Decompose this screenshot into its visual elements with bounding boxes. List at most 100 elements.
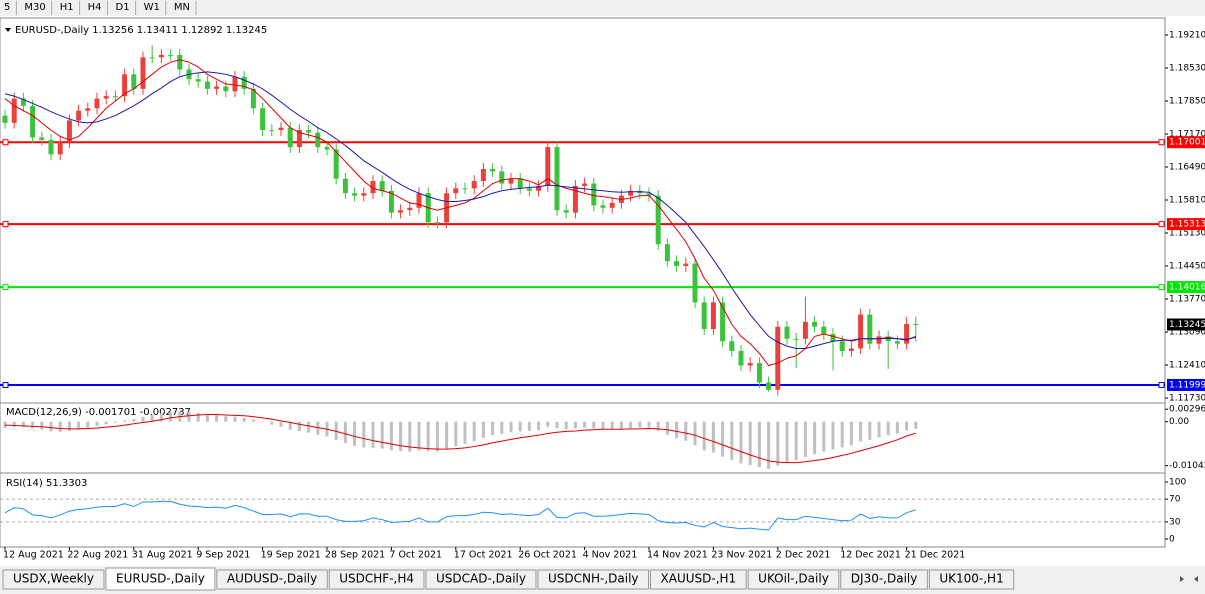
tab[interactable] (928, 569, 1015, 590)
tab[interactable] (105, 567, 216, 591)
y-tick-label: 1.18530 (1169, 63, 1205, 73)
histogram-bar (12, 421, 16, 428)
x-tick-label: 2 Dec 2021 (776, 550, 831, 561)
candle-body (434, 222, 440, 224)
level-handle[interactable] (2, 381, 9, 388)
tab[interactable] (328, 569, 425, 590)
candle-body (315, 132, 321, 148)
tab-label[interactable]: USDCHF-,H4 (339, 572, 414, 586)
histogram-bar (895, 421, 899, 434)
candle-body (867, 314, 873, 344)
timeframe-button[interactable]: W1 (144, 2, 160, 13)
tab-label[interactable]: USDCNH-,Daily (548, 572, 639, 586)
tab[interactable] (840, 569, 928, 590)
tab-label[interactable]: EURUSD-,Daily (116, 572, 205, 586)
histogram-bar (730, 421, 734, 461)
histogram-bar (86, 421, 90, 428)
candle-body (57, 142, 63, 155)
level-handle[interactable] (1158, 284, 1165, 291)
histogram-bar (307, 421, 311, 433)
histogram-bar (435, 421, 439, 452)
candle-body (821, 326, 827, 334)
candle-body (490, 168, 496, 172)
tab[interactable] (537, 569, 650, 590)
tab-label[interactable]: XAUUSD-,H1 (661, 572, 737, 586)
histogram-bar (21, 421, 25, 428)
histogram-bar (665, 421, 669, 435)
tab-label[interactable]: UK100-,H1 (939, 572, 1003, 586)
price-label-box (1167, 318, 1205, 331)
x-tick-label: 19 Sep 2021 (261, 550, 321, 561)
candle-body (499, 171, 505, 184)
histogram-bar (399, 421, 403, 452)
candle-body (2, 115, 8, 123)
tab-scroll[interactable] (1180, 576, 1198, 582)
timeframe-button[interactable]: H1 (60, 2, 74, 13)
y-tick-label: 0.002966 (1169, 405, 1205, 415)
histogram-bar (803, 421, 807, 458)
tab[interactable] (747, 569, 840, 590)
candle-body (747, 363, 753, 366)
candle-body (407, 207, 413, 211)
toolbar (0, 0, 1205, 16)
candle-body (76, 110, 82, 121)
candle-body (600, 205, 606, 208)
candle-body (729, 341, 735, 351)
x-tick-label: 7 Oct 2021 (389, 550, 442, 561)
timeframe-button[interactable]: D1 (116, 2, 130, 13)
histogram-bar (592, 421, 596, 429)
tab[interactable] (650, 569, 747, 590)
histogram-bar (813, 421, 817, 455)
histogram-bar (840, 421, 844, 448)
tab-label[interactable]: DJ30-,Daily (851, 572, 918, 586)
level-handle[interactable] (2, 221, 9, 228)
level-handle[interactable] (1158, 221, 1165, 228)
candle-body (756, 363, 762, 383)
candle-body (784, 326, 790, 339)
tab-label[interactable]: UKOil-,Daily (758, 572, 829, 586)
timeframe-button[interactable]: M30 (24, 2, 45, 13)
histogram-bar (914, 421, 918, 429)
histogram-bar (721, 421, 725, 457)
x-tick-label: 9 Sep 2021 (196, 550, 250, 561)
histogram-bar (141, 417, 145, 422)
candle-body (370, 181, 376, 194)
level-handle[interactable] (1158, 381, 1165, 388)
level-handle[interactable] (2, 284, 9, 291)
level-handle[interactable] (1158, 139, 1165, 146)
x-tick-label: 28 Sep 2021 (325, 550, 385, 561)
tab[interactable] (2, 569, 105, 590)
histogram-bar (886, 421, 890, 436)
candle-body (766, 382, 772, 390)
x-tick-label: 22 Aug 2021 (67, 550, 128, 561)
candle-body (664, 244, 670, 262)
candle-body (646, 193, 652, 196)
histogram-bar (500, 421, 504, 434)
tab-label[interactable]: USDX,Weekly (13, 572, 94, 586)
candle-body (701, 302, 707, 330)
indicator-line (4, 59, 916, 367)
candle-body (517, 178, 523, 189)
histogram-bar (739, 421, 743, 464)
candle-body (802, 321, 808, 339)
tab[interactable] (425, 569, 537, 590)
histogram-bar (233, 416, 237, 422)
histogram-bar (794, 421, 798, 461)
y-tick-label: 1.17850 (1169, 97, 1205, 107)
timeframe-button[interactable]: MN (174, 2, 190, 13)
menu-arrow[interactable] (5, 28, 11, 32)
tab[interactable] (216, 569, 328, 590)
candle-body (720, 302, 726, 342)
timeframe-button[interactable]: 5 (4, 2, 10, 13)
histogram-bar (205, 414, 209, 422)
tab-label[interactable]: AUDUSD-,Daily (227, 572, 317, 586)
histogram-bar (619, 421, 623, 429)
candle-body (471, 181, 477, 189)
level-handle[interactable] (2, 139, 9, 146)
histogram-bar (537, 421, 541, 431)
histogram-bar (3, 421, 7, 429)
histogram-bar (610, 421, 614, 430)
timeframe-button[interactable]: H4 (88, 2, 102, 13)
tab-label[interactable]: USDCAD-,Daily (436, 572, 526, 586)
level-label: 1.15313 (1169, 220, 1205, 230)
